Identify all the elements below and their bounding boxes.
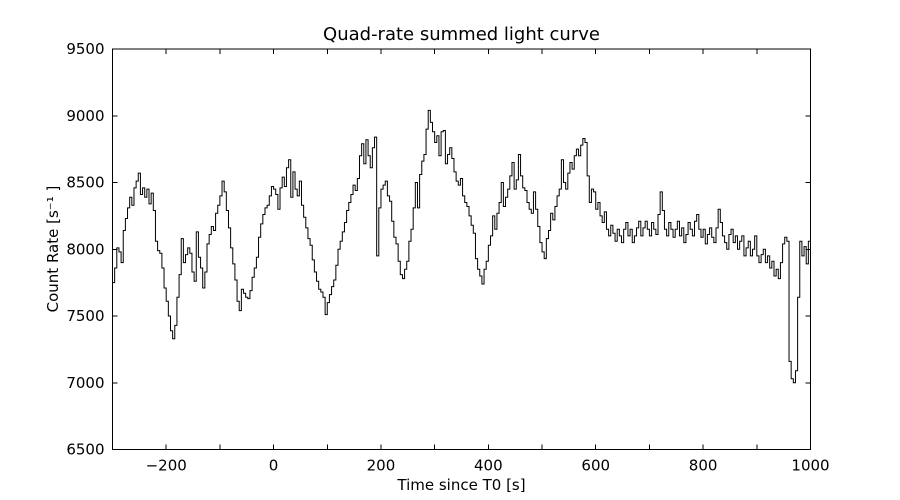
y-tick-label: 6500 [66, 441, 104, 459]
y-tick-label: 7000 [66, 374, 104, 392]
x-tick-label: 800 [689, 457, 718, 475]
x-tick-label: 600 [581, 457, 610, 475]
x-tick-label: −200 [146, 457, 187, 475]
light-curve-line [112, 109, 811, 384]
y-tick-label: 9000 [66, 107, 104, 125]
x-axis-label: Time since T0 [s] [397, 476, 526, 494]
axes-frame [112, 48, 811, 450]
y-tick-label: 8500 [66, 174, 104, 192]
y-tick-label: 9500 [66, 40, 104, 58]
x-tick-label: 0 [269, 457, 279, 475]
y-tick-label: 7500 [66, 307, 104, 325]
x-tick-label: 1000 [791, 457, 829, 475]
chart-title: Quad-rate summed light curve [323, 24, 600, 45]
x-tick-label: 400 [474, 457, 503, 475]
x-tick-label: 200 [367, 457, 396, 475]
y-tick-label: 8000 [66, 240, 104, 258]
